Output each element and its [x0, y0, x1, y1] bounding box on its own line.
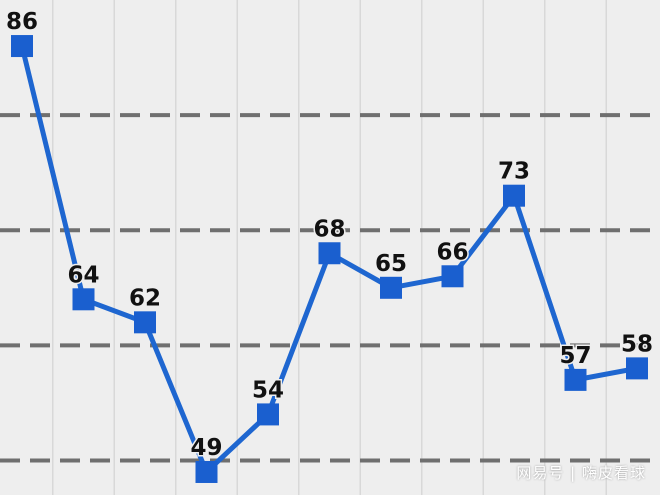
data-point-marker: [503, 184, 525, 207]
watermark: 网易号 | 嗨皮看球: [516, 464, 646, 482]
data-point-marker: [134, 311, 156, 334]
data-label: 62: [129, 285, 161, 311]
data-point-marker: [626, 357, 648, 380]
data-label: 73: [498, 159, 530, 185]
data-label: 58: [621, 331, 653, 357]
data-label: 57: [559, 343, 591, 369]
data-point-marker: [441, 265, 464, 288]
data-label: 49: [190, 435, 222, 461]
data-point-marker: [318, 242, 341, 265]
data-point-marker: [380, 276, 402, 299]
data-point-marker: [72, 288, 95, 311]
data-point-marker: [195, 460, 218, 483]
data-label: 66: [436, 239, 468, 265]
data-label: 64: [67, 262, 99, 288]
data-point-marker: [11, 35, 33, 58]
data-label: 86: [6, 9, 38, 35]
data-label: 54: [252, 377, 284, 403]
data-label: 68: [313, 216, 345, 242]
data-point-marker: [564, 368, 587, 391]
data-label: 65: [375, 251, 407, 277]
data-point-marker: [257, 403, 279, 426]
